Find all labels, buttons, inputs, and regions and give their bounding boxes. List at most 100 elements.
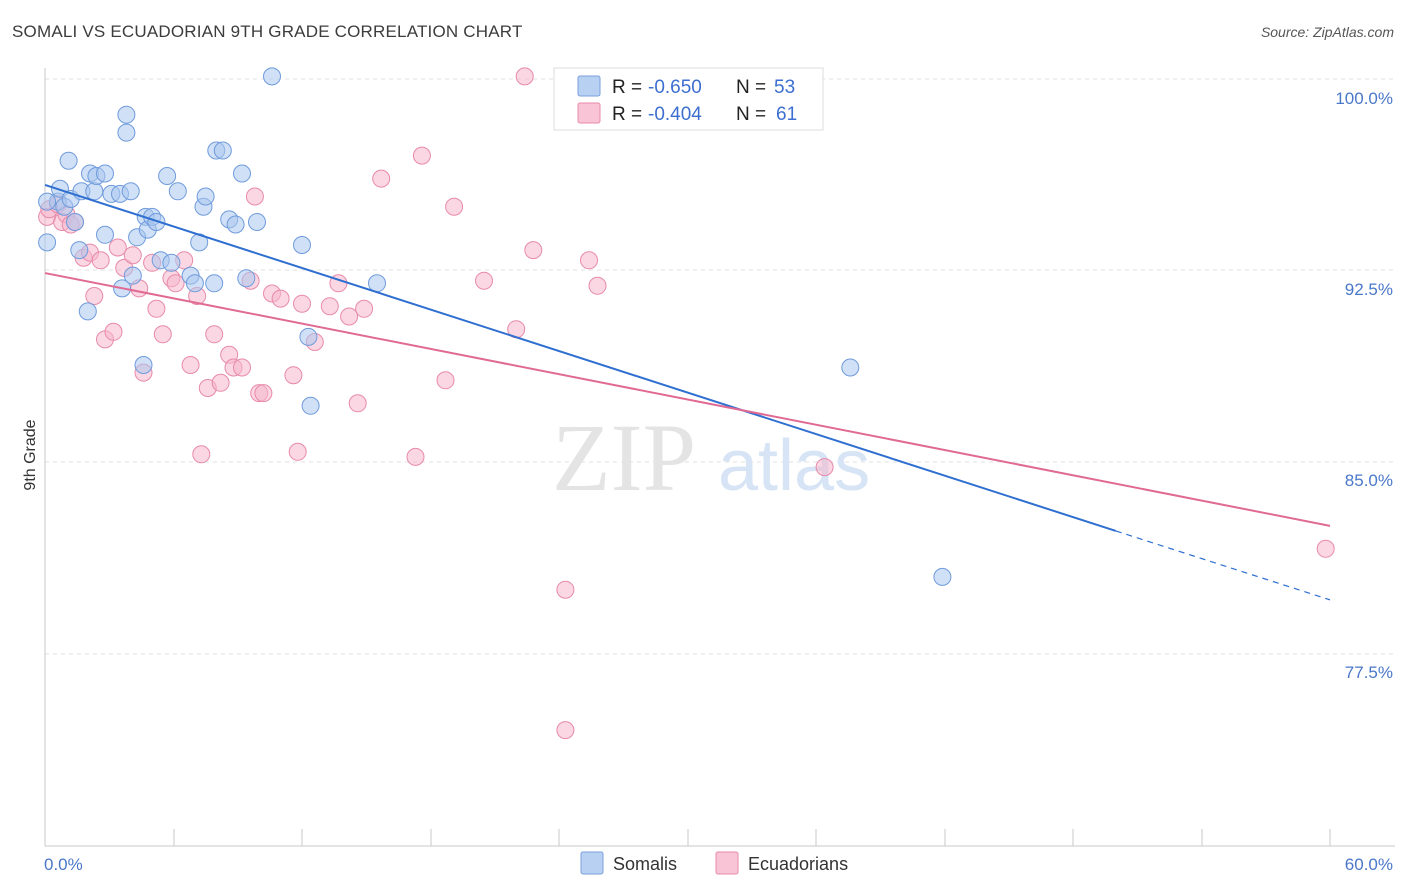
legend-n-label-somalis: N = — [736, 77, 766, 98]
ecuadorian-point — [556, 721, 575, 740]
ecuadorian-point — [1316, 539, 1335, 558]
series-legend-swatch-somalis — [580, 851, 604, 875]
ecuadorian-point — [108, 238, 127, 257]
ecuadorian-point — [588, 276, 607, 295]
legend-swatch-somalis — [577, 75, 601, 97]
somali-point — [233, 164, 251, 183]
x-axis-ticks — [173, 829, 1331, 846]
ecuadorian-point — [85, 287, 104, 305]
ecuadorian-point — [153, 325, 172, 344]
y-tick-label-92-5: 92.5% — [1345, 280, 1393, 299]
ecuadorian-point — [254, 384, 273, 403]
ecuadorian-point — [406, 447, 425, 466]
legend-n-value-ecuadorians: 61 — [776, 104, 797, 125]
ecuadorian-point — [233, 358, 251, 377]
legend-swatch-ecuadorians — [577, 102, 601, 124]
legend-r-value-ecuadorians: -0.404 — [648, 104, 702, 125]
somali-point — [293, 236, 311, 254]
ecuadorian-point — [192, 445, 211, 464]
somali-point — [248, 213, 266, 231]
somalis-trendline-extension — [1115, 530, 1331, 601]
ecuadorian-point — [436, 371, 455, 390]
somali-point — [205, 274, 224, 293]
somali-point — [226, 215, 245, 234]
y-axis-label: 9th Grade — [22, 419, 39, 490]
somali-point — [70, 241, 89, 260]
somali-point — [237, 269, 256, 288]
somalis-points — [38, 67, 952, 586]
y-tick-labels: 100.0% 92.5% 85.0% 77.5% — [1335, 89, 1393, 682]
y-tick-label-85: 85.0% — [1345, 471, 1393, 490]
ecuadorian-point — [524, 241, 543, 260]
somali-point — [368, 274, 386, 293]
ecuadorian-point — [284, 366, 303, 385]
x-tick-label-min: 0.0% — [44, 855, 83, 874]
watermark-atlas: atlas — [718, 426, 870, 506]
y-tick-label-100: 100.0% — [1335, 89, 1393, 108]
ecuadorian-point — [340, 307, 359, 326]
ecuadorian-point — [372, 169, 391, 188]
series-legend-label-ecuadorians: Ecuadorians — [748, 854, 848, 874]
somali-point — [841, 358, 860, 377]
watermark: ZIP atlas — [552, 404, 870, 511]
ecuadorian-point — [123, 246, 142, 265]
ecuadorian-point — [515, 67, 534, 86]
chart-title: SOMALI VS ECUADORIAN 9TH GRADE CORRELATI… — [12, 22, 523, 41]
somali-point — [121, 182, 140, 201]
ecuadorian-point — [271, 289, 290, 308]
correlation-legend: R = -0.650 N = 53 R = -0.404 N = 61 — [553, 67, 824, 131]
ecuadorian-point — [580, 251, 598, 270]
somali-point — [263, 67, 281, 86]
ecuadorian-point — [166, 274, 185, 293]
x-tick-label-max: 60.0% — [1345, 855, 1393, 874]
somali-point — [301, 396, 320, 415]
ecuadorian-point — [205, 325, 224, 344]
somali-point — [196, 187, 215, 206]
somali-point — [96, 225, 114, 244]
somali-point — [299, 327, 318, 346]
somali-point — [933, 567, 952, 586]
series-legend-swatch-ecuadorians — [715, 851, 739, 875]
somalis-trendline — [44, 184, 1117, 532]
ecuadorian-point — [556, 580, 575, 599]
ecuadorian-point — [355, 299, 374, 318]
ecuadorian-point — [445, 197, 464, 216]
ecuadorian-point — [288, 442, 307, 461]
somali-point — [117, 123, 136, 142]
ecuadorian-point — [245, 187, 264, 206]
ecuadorian-point — [147, 299, 166, 318]
somali-point — [78, 302, 97, 321]
somali-point — [213, 141, 232, 160]
series-legend-label-somalis: Somalis — [613, 854, 677, 874]
ecuadorian-point — [293, 294, 311, 313]
somali-point — [38, 233, 57, 252]
ecuadorian-point — [412, 146, 431, 165]
somali-point — [134, 356, 153, 374]
somali-point — [117, 105, 136, 124]
ecuadorian-point — [348, 394, 367, 413]
ecuadorian-point — [181, 356, 200, 374]
somali-point — [158, 167, 177, 185]
legend-r-label-ecuadorians: R = — [612, 104, 642, 125]
legend-r-value-somalis: -0.650 — [648, 77, 702, 98]
ecuadorians-trendline — [44, 272, 1331, 527]
y-tick-label-77-5: 77.5% — [1345, 663, 1393, 682]
chart-source: Source: ZipAtlas.com — [1260, 24, 1394, 40]
somali-point — [66, 213, 84, 231]
legend-n-value-somalis: 53 — [774, 77, 795, 98]
ecuadorian-point — [211, 373, 230, 392]
series-legend: Somalis Ecuadorians — [580, 851, 848, 875]
somali-point — [38, 192, 57, 211]
ecuadorian-point — [104, 322, 123, 341]
somali-point — [185, 274, 204, 293]
somali-point — [59, 151, 78, 170]
ecuadorians-points — [38, 67, 1335, 740]
ecuadorian-point — [815, 458, 834, 477]
ecuadorian-point — [475, 271, 493, 290]
somali-point — [96, 164, 114, 183]
ecuadorian-point — [320, 297, 339, 316]
somali-point — [123, 266, 142, 285]
somali-point — [168, 182, 187, 201]
somali-point — [85, 182, 104, 201]
